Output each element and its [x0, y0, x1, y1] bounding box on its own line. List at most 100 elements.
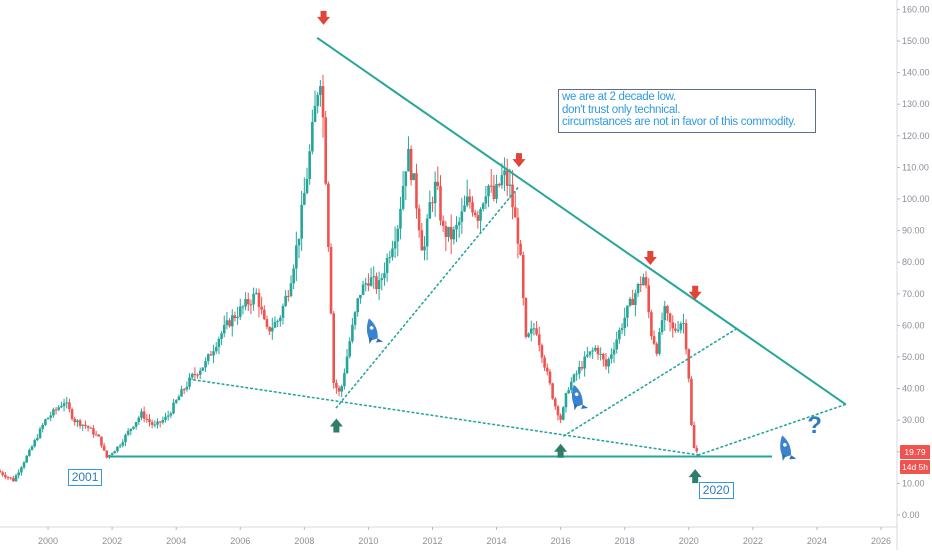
candle-body — [185, 386, 189, 390]
candle-body — [666, 306, 669, 314]
candle-body — [230, 315, 234, 327]
time-axis[interactable]: 2000 2002 2004 2006 2008 2010 2012 2014 2016 2018… — [38, 527, 891, 546]
candle-body — [655, 343, 659, 354]
candle-body — [658, 332, 661, 354]
candle-body — [455, 224, 458, 230]
candle-body — [604, 359, 608, 367]
candle-body — [188, 377, 191, 387]
candle-body — [484, 196, 488, 204]
candle-body — [393, 241, 397, 249]
question-mark: ? — [807, 412, 822, 439]
candle-body — [508, 184, 512, 186]
candle-body — [324, 117, 327, 184]
candle-body — [57, 407, 61, 410]
candle-body — [121, 442, 125, 446]
time-tick-label: 2000 — [38, 536, 58, 546]
price-tick-label: 110.00 — [902, 162, 929, 172]
candle-body — [92, 428, 95, 435]
candle-body — [682, 323, 685, 325]
candle-body — [116, 446, 119, 452]
candle-body — [76, 420, 79, 423]
candle-body — [25, 455, 28, 463]
candle-body — [663, 306, 667, 321]
dotted-trendline — [188, 378, 700, 456]
candle-body — [492, 185, 496, 199]
candle-body — [652, 336, 656, 344]
candle-body — [570, 381, 573, 391]
price-tick-label: 140.00 — [902, 68, 930, 78]
candle-body — [268, 326, 271, 332]
price-tick-label: 40.00 — [902, 384, 925, 394]
candle-body — [236, 316, 239, 319]
candle-body — [287, 295, 290, 297]
candle-body — [182, 389, 186, 391]
candle-body — [674, 328, 677, 331]
candle-body — [332, 313, 336, 383]
grid — [0, 0, 898, 550]
candle-body — [17, 472, 20, 476]
candle-body — [521, 254, 525, 299]
rocket-icon — [366, 318, 384, 345]
candle-body — [594, 347, 597, 351]
candle-body — [602, 353, 605, 360]
candle-body — [636, 283, 640, 294]
candle-body — [137, 417, 141, 423]
candle-body — [380, 278, 384, 281]
candle-body — [540, 345, 544, 358]
candle-body — [327, 183, 330, 247]
candle-body — [233, 315, 237, 319]
candle-body — [180, 389, 183, 397]
annotation-marks: ? — [317, 10, 822, 484]
candle-body — [220, 333, 223, 339]
candle-body — [28, 449, 31, 456]
price-axis[interactable]: 160.00 150.00 140.00 130.00 120.00 110.00 100.… — [897, 4, 930, 520]
candle-body — [319, 86, 322, 95]
candle-body — [375, 276, 378, 290]
candle-body — [62, 403, 66, 407]
note-line-1: we are at 2 decade low. — [562, 91, 676, 103]
candle-body — [271, 327, 274, 332]
candle-body — [38, 428, 42, 438]
candle-body — [351, 324, 354, 342]
candle-body — [388, 257, 392, 259]
down-arrow-icon — [317, 10, 331, 25]
down-arrow-icon — [643, 251, 657, 266]
candle-body — [372, 276, 376, 278]
candle-body — [551, 383, 554, 399]
price-tick-label: 120.00 — [902, 131, 930, 141]
time-tick-label: 2024 — [807, 536, 827, 546]
candle-body — [190, 374, 194, 378]
dotted-trendline — [563, 327, 738, 437]
year-label-2020[interactable]: 2020 — [698, 481, 734, 499]
candle-body — [607, 358, 610, 367]
year-label-2001[interactable]: 2001 — [67, 469, 103, 487]
rocket-icon — [571, 384, 589, 411]
candle-body — [214, 347, 218, 352]
candle-body — [156, 421, 159, 425]
candle-body — [479, 208, 482, 221]
candle-body — [487, 185, 490, 197]
candle-body — [321, 86, 325, 118]
candle-body — [244, 299, 247, 307]
candle-body — [142, 411, 146, 419]
analysis-note[interactable]: we are at 2 decade low. don't trust only… — [558, 89, 816, 133]
candle-body — [687, 349, 691, 379]
candle-body — [433, 181, 437, 204]
candle-body — [281, 305, 285, 318]
candle-body — [356, 298, 360, 313]
candle-body — [399, 208, 402, 229]
candle-body — [102, 445, 106, 451]
candle-body — [249, 304, 253, 306]
candle-body — [660, 320, 664, 333]
candle-body — [254, 292, 258, 294]
candle-body — [420, 230, 424, 251]
candle-body — [52, 409, 55, 416]
candle-body — [94, 434, 98, 436]
candle-body — [174, 400, 178, 403]
candle-body — [543, 357, 546, 368]
candle-body — [14, 475, 18, 482]
candle-body — [575, 373, 578, 375]
candle-body — [524, 298, 528, 337]
